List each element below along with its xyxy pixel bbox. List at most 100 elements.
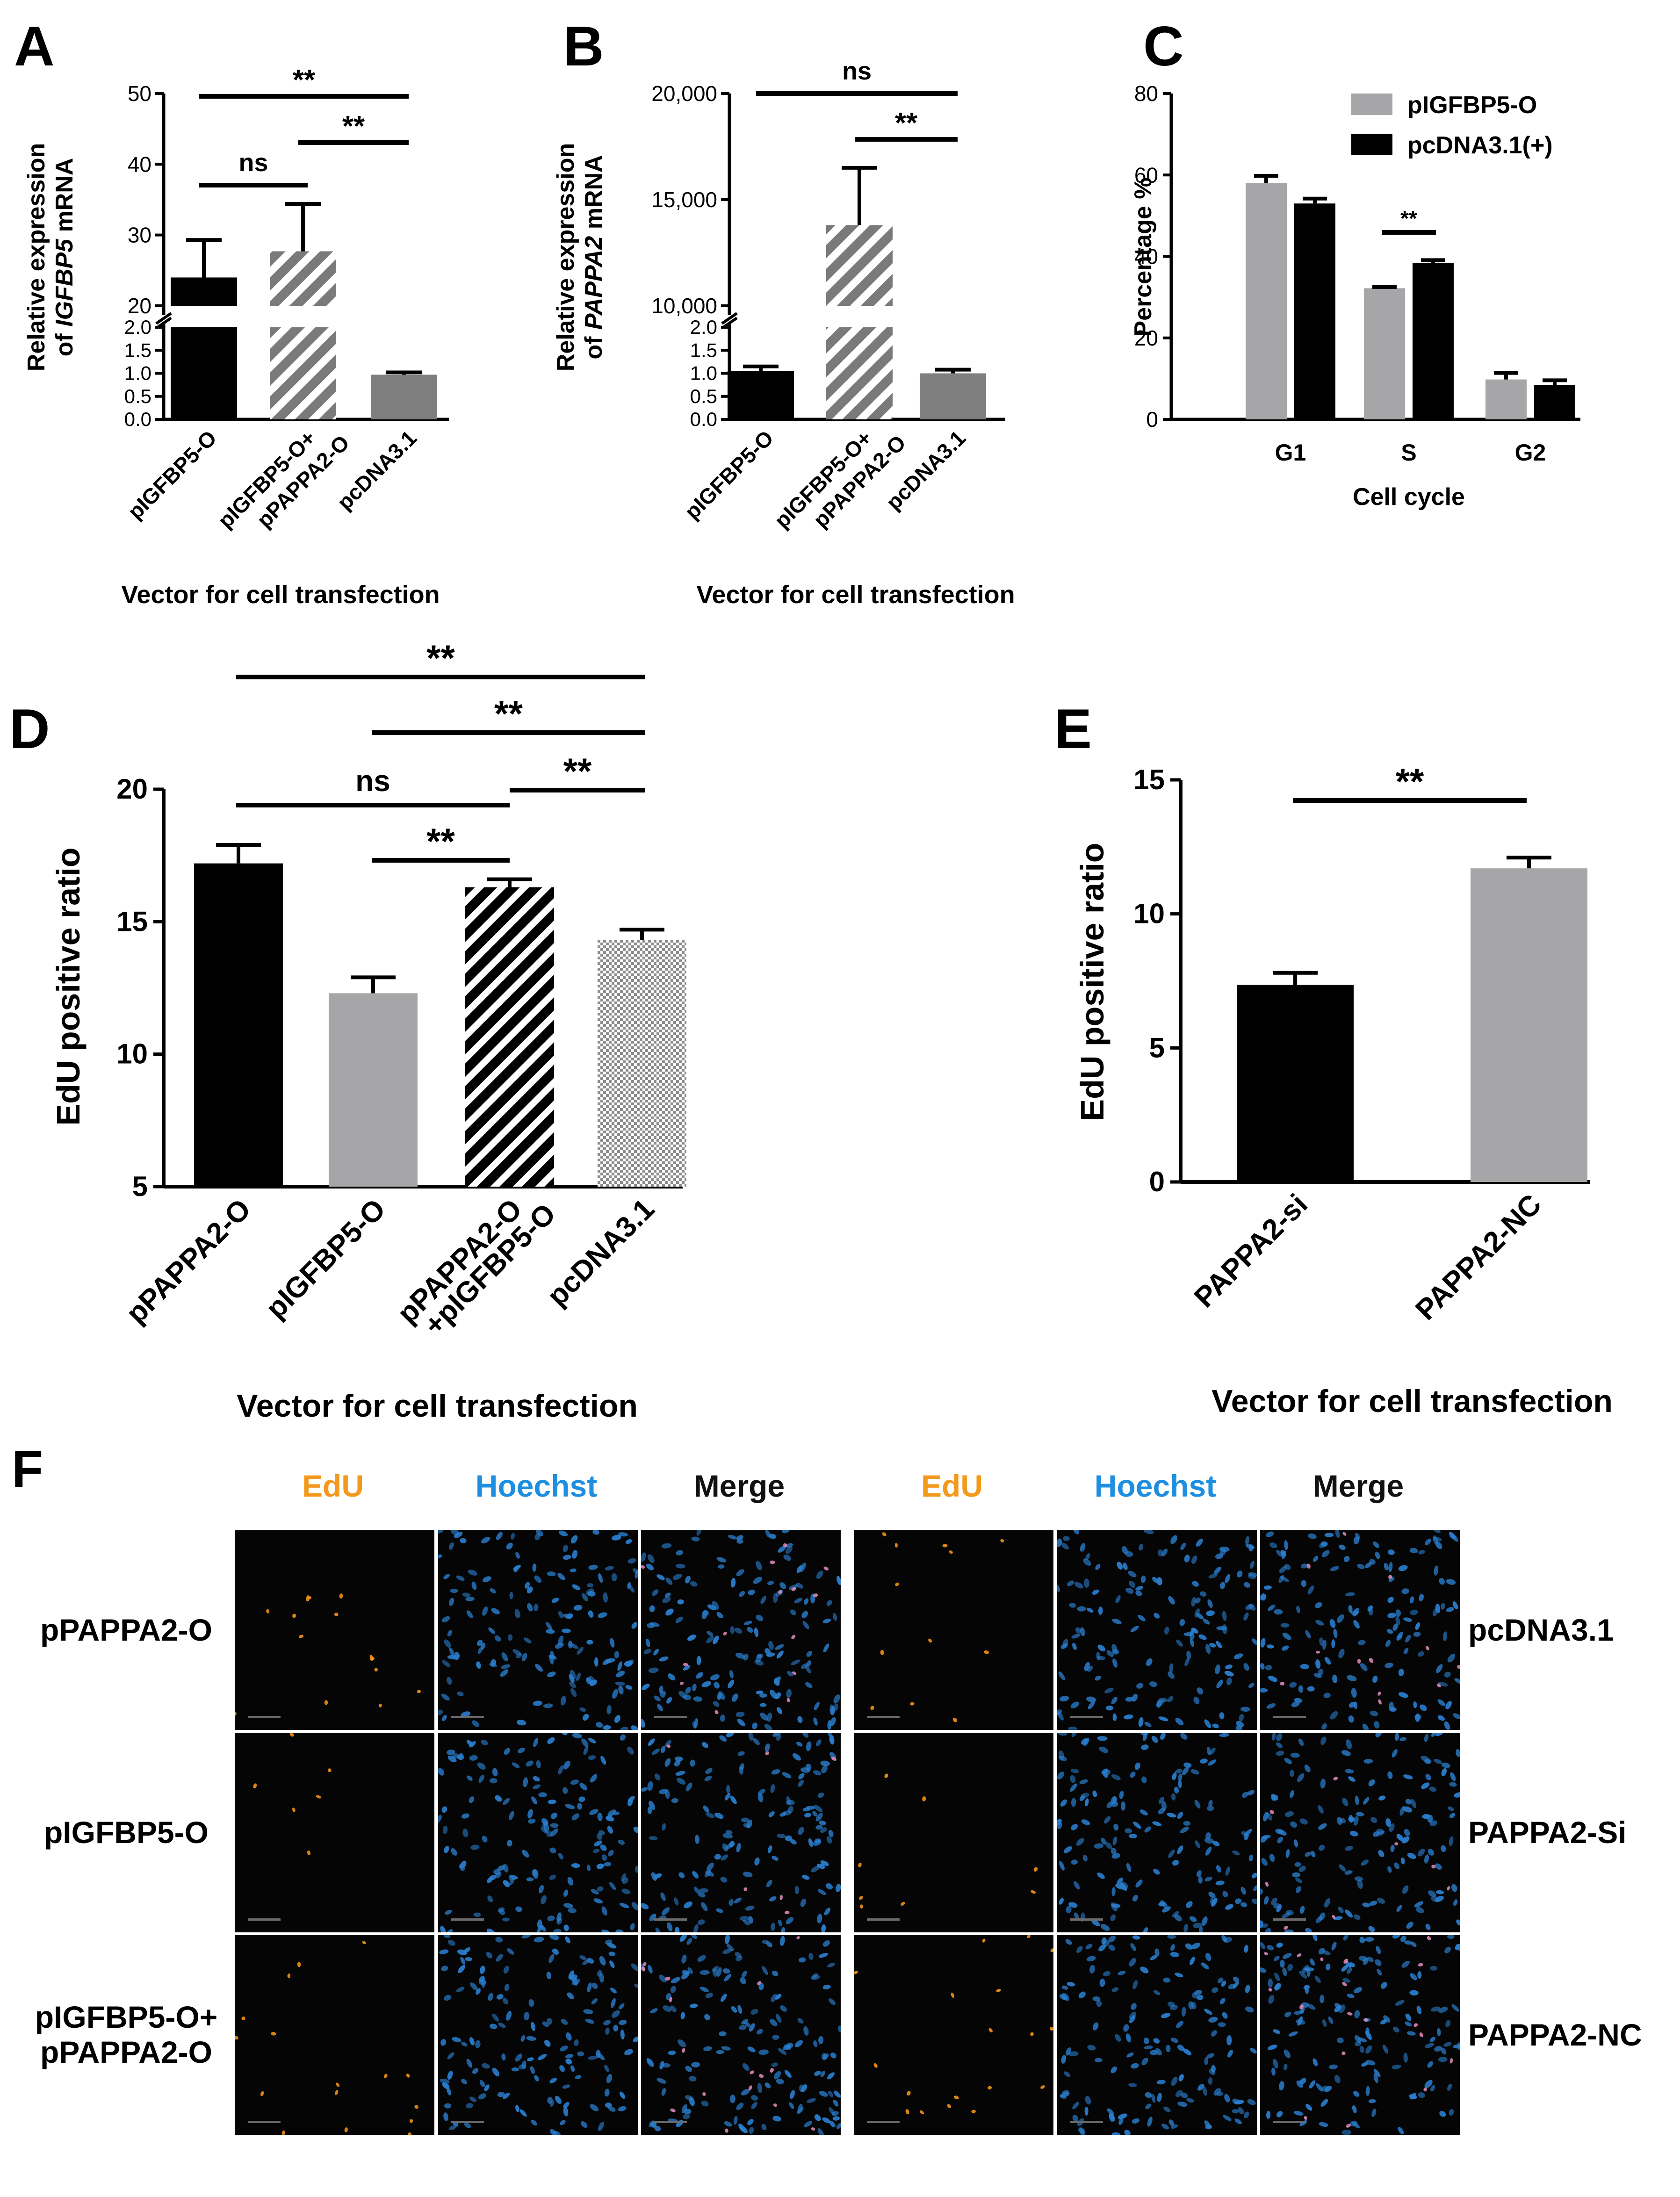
nucleus bbox=[1073, 1530, 1079, 1534]
nucleus bbox=[454, 1532, 463, 1538]
nucleus bbox=[1260, 1688, 1268, 1693]
nucleus bbox=[800, 1563, 806, 1572]
nucleus bbox=[676, 1550, 683, 1556]
nucleus bbox=[802, 1808, 811, 1812]
nucleus bbox=[1409, 2094, 1417, 2099]
panel-f-letter: F bbox=[12, 1441, 43, 1498]
nucleus bbox=[1364, 1937, 1374, 1942]
nucleus bbox=[608, 1850, 614, 1857]
nucleus bbox=[1157, 2092, 1162, 2103]
nucleus bbox=[1204, 1837, 1214, 1844]
nucleus bbox=[793, 1753, 801, 1761]
nucleus bbox=[1218, 1977, 1224, 1983]
nucleus bbox=[502, 1997, 508, 2004]
micrograph-right-merge-image bbox=[1260, 1733, 1460, 1932]
nucleus bbox=[772, 2035, 779, 2040]
nucleus bbox=[689, 2097, 695, 2106]
nucleus bbox=[528, 1818, 536, 1824]
legend-swatch bbox=[1351, 94, 1392, 115]
nucleus bbox=[828, 2090, 834, 2098]
nucleus bbox=[1060, 1696, 1069, 1702]
nucleus bbox=[1196, 1538, 1203, 1547]
nucleus bbox=[1387, 1866, 1392, 1873]
nucleus bbox=[662, 1597, 671, 1603]
nucleus bbox=[600, 1844, 607, 1851]
edu-positive-nucleus bbox=[670, 2108, 676, 2112]
nucleus bbox=[1236, 1721, 1244, 1728]
nucleus bbox=[779, 1812, 786, 1817]
nucleus bbox=[447, 2087, 452, 2096]
nucleus bbox=[1215, 1664, 1220, 1675]
nucleus bbox=[1433, 1608, 1438, 1617]
nucleus bbox=[799, 2084, 804, 2092]
nucleus bbox=[1363, 1797, 1370, 1805]
nucleus bbox=[1172, 1860, 1179, 1866]
nucleus bbox=[1360, 1663, 1368, 1671]
nucleus bbox=[451, 1848, 457, 1856]
nucleus bbox=[1057, 1584, 1060, 1592]
nucleus bbox=[748, 1916, 753, 1924]
nucleus bbox=[618, 2106, 627, 2111]
nucleus bbox=[1368, 1779, 1375, 1786]
nucleus bbox=[521, 1935, 532, 1938]
nucleus bbox=[452, 2037, 461, 2043]
nucleus bbox=[1216, 1679, 1223, 1688]
edu-positive-nucleus bbox=[743, 1887, 748, 1891]
nucleus bbox=[1219, 1549, 1226, 1556]
nucleus bbox=[1321, 2085, 1329, 2091]
nucleus bbox=[735, 1712, 745, 1717]
nucleus bbox=[507, 1948, 514, 1955]
nucleus bbox=[561, 2019, 568, 2025]
nucleus bbox=[1260, 1638, 1266, 1648]
nucleus bbox=[1106, 1650, 1114, 1657]
nucleus bbox=[1434, 2046, 1442, 2052]
nucleus bbox=[1420, 1756, 1430, 1762]
nucleus bbox=[1368, 2099, 1376, 2103]
nucleus bbox=[649, 1913, 656, 1922]
nucleus bbox=[501, 1664, 511, 1669]
nucleus bbox=[1365, 2027, 1370, 2035]
nucleus bbox=[536, 1760, 541, 1769]
nucleus bbox=[1300, 1664, 1309, 1670]
nucleus bbox=[1283, 2063, 1288, 2071]
nucleus bbox=[547, 1915, 555, 1921]
edu-positive-nucleus bbox=[281, 2130, 286, 2135]
nucleus bbox=[1454, 1792, 1460, 1798]
nucleus bbox=[756, 1690, 764, 1695]
edu-positive-nucleus bbox=[928, 1638, 932, 1643]
nucleus bbox=[1244, 1582, 1251, 1588]
nucleus bbox=[822, 2053, 828, 2060]
nucleus bbox=[565, 1936, 570, 1944]
nucleus bbox=[1359, 2046, 1365, 2053]
nucleus bbox=[1434, 1565, 1439, 1576]
nucleus bbox=[1268, 1995, 1275, 2004]
nucleus bbox=[1211, 1897, 1218, 1907]
y-tick-label-lower: 2.0 bbox=[690, 316, 717, 338]
nucleus bbox=[1296, 1606, 1300, 1614]
nucleus bbox=[1439, 1578, 1445, 1585]
nucleus bbox=[1086, 1696, 1096, 1702]
y-tick-label-upper: 15,000 bbox=[651, 187, 717, 212]
nucleus bbox=[736, 1535, 743, 1541]
scale-bar bbox=[867, 2121, 900, 2123]
nucleus bbox=[771, 2062, 778, 2067]
nucleus bbox=[1251, 1873, 1257, 1879]
nucleus bbox=[802, 1875, 810, 1880]
y-axis-label-line1: Relative expression bbox=[23, 143, 50, 371]
nucleus bbox=[1370, 1711, 1378, 1716]
column-header-edu: EdU bbox=[921, 1469, 983, 1503]
x-tick-label: S bbox=[1401, 439, 1416, 466]
nucleus bbox=[1201, 1962, 1209, 1970]
nucleus bbox=[1348, 1715, 1354, 1723]
nucleus bbox=[661, 1907, 670, 1916]
nucleus bbox=[550, 1812, 557, 1819]
edu-positive-nucleus bbox=[942, 1544, 948, 1548]
y-axis-label-line2: of PAPPA2 mRNA bbox=[580, 155, 607, 359]
nucleus bbox=[560, 1696, 566, 1706]
row-label-left: pIGFBP5-O bbox=[43, 1815, 209, 1850]
nucleus bbox=[440, 1925, 447, 1932]
nucleus bbox=[1289, 1770, 1295, 1777]
nucleus bbox=[814, 2071, 821, 2076]
nucleus bbox=[1128, 1834, 1137, 1838]
nucleus bbox=[632, 1568, 638, 1575]
